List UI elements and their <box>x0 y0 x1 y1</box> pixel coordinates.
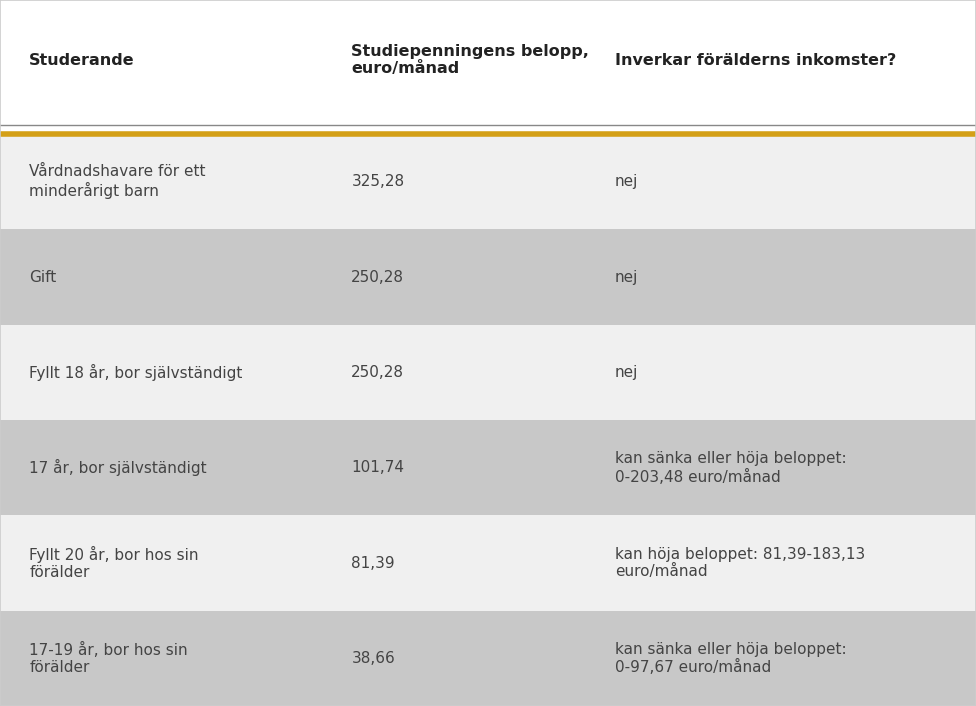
Text: 17 år, bor självständigt: 17 år, bor självständigt <box>29 459 207 477</box>
Text: 81,39: 81,39 <box>351 556 395 570</box>
Text: Vårdnadshavare för ett
minderårigt barn: Vårdnadshavare för ett minderårigt barn <box>29 164 206 199</box>
Text: 17-19 år, bor hos sin
förälder: 17-19 år, bor hos sin förälder <box>29 642 188 675</box>
Text: nej: nej <box>615 270 638 285</box>
Text: Fyllt 18 år, bor självständigt: Fyllt 18 år, bor självständigt <box>29 364 243 381</box>
Text: 325,28: 325,28 <box>351 174 404 189</box>
Bar <box>0 325 976 420</box>
Text: 101,74: 101,74 <box>351 460 404 475</box>
Text: Studerande: Studerande <box>29 52 135 68</box>
Text: Inverkar förälderns inkomster?: Inverkar förälderns inkomster? <box>615 52 896 68</box>
Text: 250,28: 250,28 <box>351 270 404 285</box>
Text: Gift: Gift <box>29 270 57 285</box>
Bar <box>0 229 976 325</box>
Bar <box>0 515 976 611</box>
Bar <box>0 0 976 134</box>
Bar <box>0 611 976 706</box>
Text: kan sänka eller höja beloppet:
0-97,67 euro/månad: kan sänka eller höja beloppet: 0-97,67 e… <box>615 642 846 675</box>
Text: Fyllt 20 år, bor hos sin
förälder: Fyllt 20 år, bor hos sin förälder <box>29 546 199 580</box>
Bar <box>0 420 976 515</box>
Text: kan höja beloppet: 81,39-183,13
euro/månad: kan höja beloppet: 81,39-183,13 euro/mån… <box>615 547 865 579</box>
Text: Studiepenningens belopp,
euro/månad: Studiepenningens belopp, euro/månad <box>351 44 590 76</box>
Text: 38,66: 38,66 <box>351 651 395 666</box>
Text: nej: nej <box>615 174 638 189</box>
Text: nej: nej <box>615 365 638 380</box>
Text: 250,28: 250,28 <box>351 365 404 380</box>
Bar <box>0 134 976 229</box>
Text: kan sänka eller höja beloppet:
0-203,48 euro/månad: kan sänka eller höja beloppet: 0-203,48 … <box>615 451 846 484</box>
